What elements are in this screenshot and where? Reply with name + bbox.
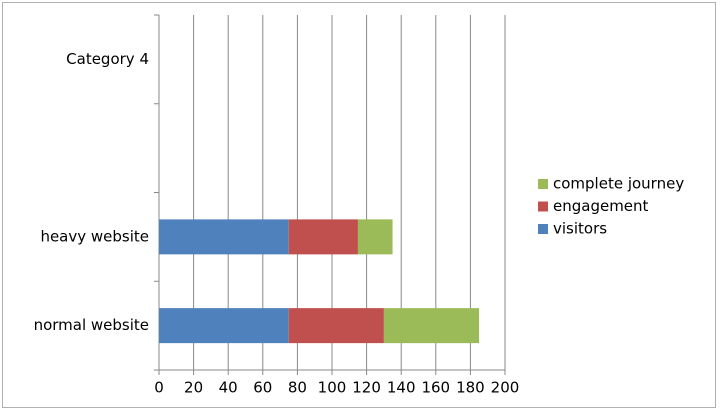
- bar-segment: [357, 219, 393, 255]
- legend-swatch: [538, 179, 548, 189]
- y-tick-label: Category 4: [66, 50, 149, 68]
- y-tick-label: heavy website: [40, 227, 149, 245]
- x-tick-label: 80: [288, 379, 307, 397]
- legend-label: complete journey: [553, 175, 684, 193]
- x-tick-label: 160: [421, 379, 450, 397]
- x-tick-label: 200: [491, 379, 520, 397]
- legend-swatch: [538, 224, 548, 234]
- bar-segment: [288, 219, 358, 255]
- legend-label: engagement: [553, 197, 649, 215]
- x-tick-label: 100: [318, 379, 347, 397]
- y-tick-label: normal website: [34, 316, 149, 334]
- x-tick-label: 60: [253, 379, 272, 397]
- x-tick-label: 40: [219, 379, 238, 397]
- legend-swatch: [538, 201, 548, 212]
- x-tick-label: 120: [352, 379, 381, 397]
- x-tick-label: 180: [456, 379, 485, 397]
- bar-segment: [159, 308, 289, 344]
- bar-segment: [383, 308, 480, 344]
- legend-label: visitors: [553, 220, 607, 238]
- x-tick-label: 140: [387, 379, 416, 397]
- x-tick-label: 20: [184, 379, 203, 397]
- bar-segment: [159, 219, 289, 255]
- x-tick-label: 0: [154, 379, 164, 397]
- bar-segment: [288, 308, 384, 344]
